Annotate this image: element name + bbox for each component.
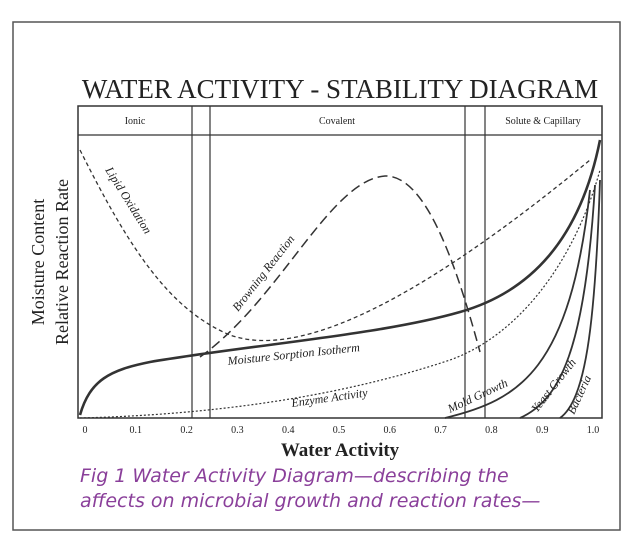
browning-curve xyxy=(199,175,481,358)
frame xyxy=(12,21,621,531)
x-label: Water Activity xyxy=(281,440,400,461)
curve-label: Lipid Oxidation xyxy=(102,163,155,236)
region-label: Solute & Capillary xyxy=(505,116,581,127)
mold-curve xyxy=(444,189,591,419)
curve-label: Mold Growth xyxy=(444,376,509,416)
enzyme-activity-curve xyxy=(79,169,601,419)
y-label: Moisture Content xyxy=(28,199,48,326)
caption-line: Fig 1 Water Activity Diagram—describing … xyxy=(80,465,509,487)
x-tick-label: 0.5 xyxy=(333,425,346,436)
x-tick-label: 0.3 xyxy=(231,425,244,436)
x-tick-label: 0.1 xyxy=(130,425,143,436)
x-tick-label: 1.0 xyxy=(587,425,600,436)
plot-frame xyxy=(77,105,603,419)
curve-label: Browning Reaction xyxy=(229,232,297,314)
curve-label: Moisture Sorption Isotherm xyxy=(226,340,361,368)
curve-label: Bacteria xyxy=(564,373,594,416)
region-label: Covalent xyxy=(319,116,355,127)
x-tick-label: 0.6 xyxy=(384,425,397,436)
x-tick-label: 0.4 xyxy=(282,425,295,436)
x-tick-label: 0.9 xyxy=(536,425,549,436)
bacteria-curve xyxy=(559,179,601,419)
sorption-isotherm-curve xyxy=(78,139,602,416)
caption-line: affects on microbial growth and reaction… xyxy=(80,490,540,512)
curve-label: Enzyme Activity xyxy=(289,385,369,410)
yeast-curve xyxy=(519,184,596,419)
region-dividers xyxy=(78,106,602,418)
x-tick-label: 0 xyxy=(83,425,88,436)
lipid-oxidation-curve xyxy=(79,149,591,342)
region-label: Ionic xyxy=(125,116,146,127)
x-tick-label: 0.7 xyxy=(434,425,447,436)
x-tick-label: 0.8 xyxy=(485,425,498,436)
title: WATER ACTIVITY - STABILITY DIAGRAM xyxy=(82,74,598,104)
y-label: Relative Reaction Rate xyxy=(52,179,72,345)
x-tick-label: 0.2 xyxy=(180,425,193,436)
